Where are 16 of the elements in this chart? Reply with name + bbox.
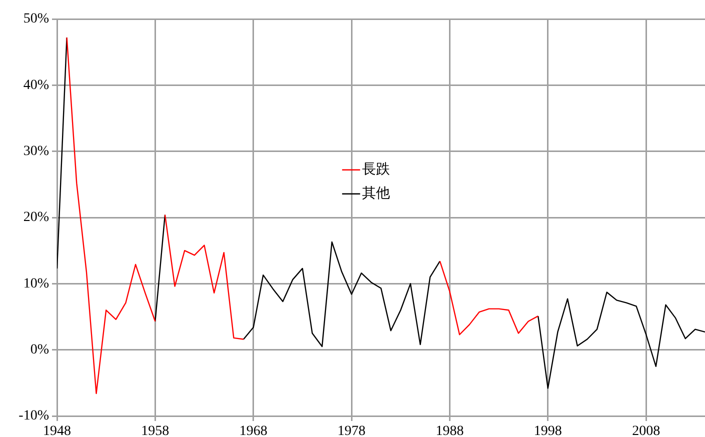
- y-tick-label: 10%: [23, 276, 50, 292]
- x-tick-label: 2008: [632, 424, 660, 437]
- legend-label: 其他: [362, 186, 390, 202]
- y-tick-label: 50%: [23, 12, 50, 27]
- x-tick-label: 1968: [239, 424, 268, 437]
- x-tick-label: 1978: [338, 424, 366, 437]
- y-tick-label: 30%: [23, 144, 50, 160]
- x-tick-label: 1958: [141, 424, 170, 437]
- legend-label: 長跌: [362, 162, 390, 178]
- y-tick-label: 0%: [30, 342, 50, 358]
- y-tick-label: 20%: [23, 210, 50, 226]
- y-tick-label: -10%: [18, 408, 50, 424]
- y-tick-label: 40%: [23, 78, 50, 93]
- x-tick-label: 1988: [436, 424, 464, 437]
- x-tick-label: 1948: [43, 424, 71, 437]
- x-tick-label: 1998: [534, 424, 562, 437]
